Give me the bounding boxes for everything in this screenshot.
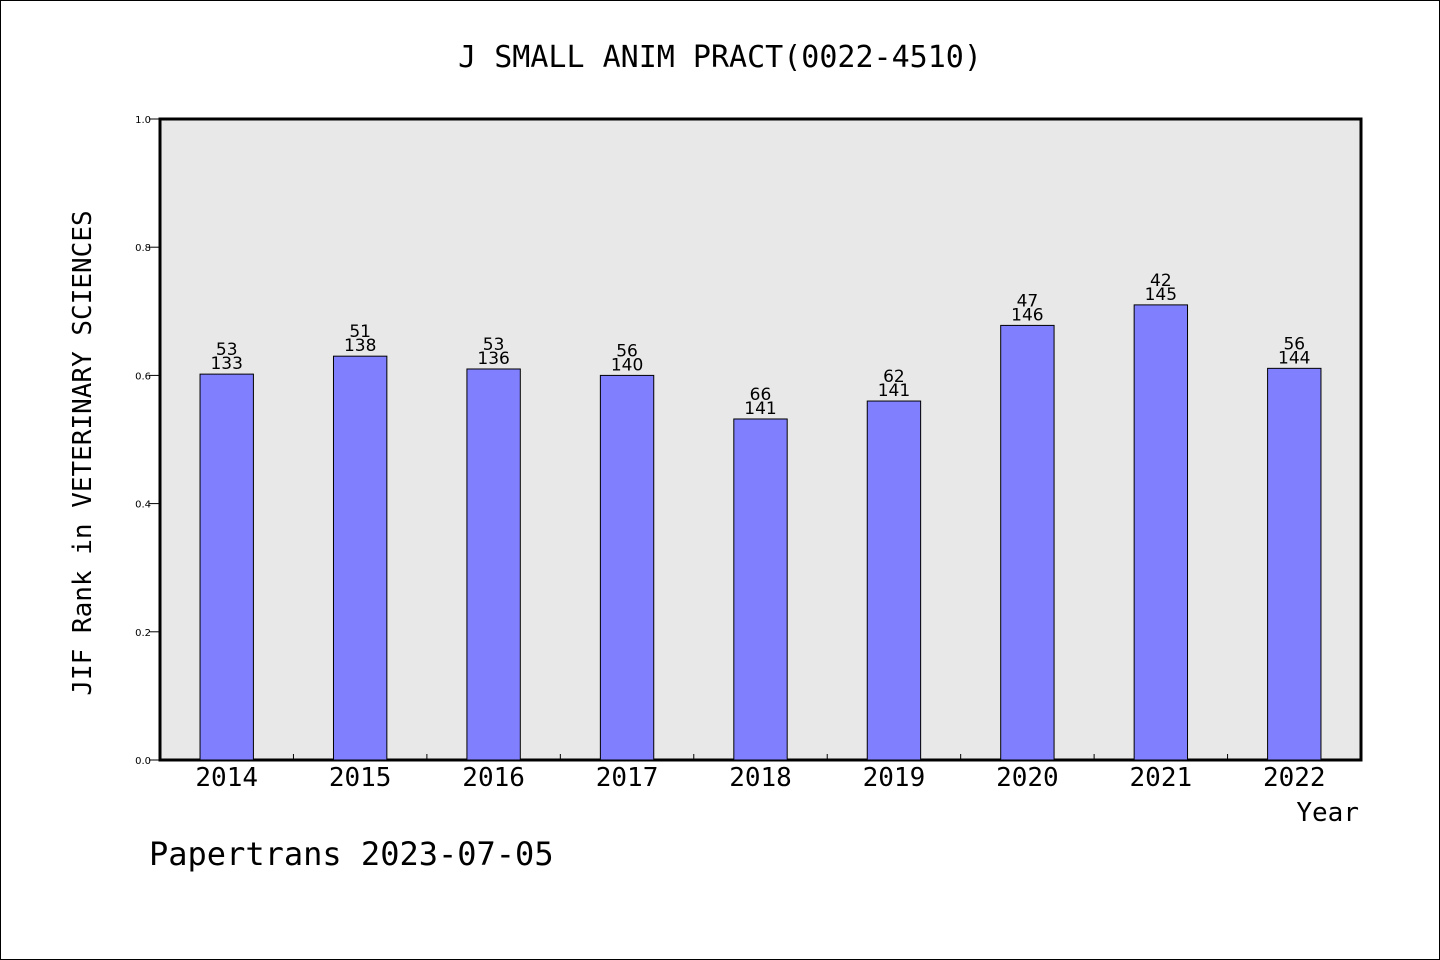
bar [332, 355, 388, 761]
y-axis-ticks: 0.0 0.2 0.4 0.6 0.8 1.0 [135, 115, 160, 767]
x-tick-label: 2018 [729, 763, 792, 793]
x-tick-label: 2017 [596, 763, 659, 793]
rank-label: 47 [1017, 291, 1039, 311]
rank-label: 56 [1283, 334, 1305, 354]
total-label: 133 [210, 354, 242, 374]
bar [866, 400, 922, 761]
x-axis-label: Year [1296, 798, 1359, 828]
bar [199, 373, 254, 761]
y-axis-label: JIF Rank in VETERINARY SCIENCES [68, 210, 98, 695]
x-tick-label: 2016 [462, 763, 525, 793]
rank-label: 53 [216, 340, 238, 360]
bar [1133, 304, 1189, 761]
x-axis-tick-labels: 2014 2015 2016 2017 2018 2019 2020 2021 2022 [195, 763, 1325, 793]
x-tick-label: 2014 [195, 763, 258, 793]
total-label: 141 [878, 381, 910, 401]
bar [599, 374, 655, 761]
total-label: 145 [1145, 285, 1177, 305]
x-tick-label: 2015 [329, 763, 392, 793]
x-tick-label: 2021 [1130, 763, 1193, 793]
x-tick-label: 2019 [863, 763, 926, 793]
y-tick-label: 0.0 [135, 756, 151, 767]
bar [1000, 324, 1055, 761]
y-tick-label: 1.0 [135, 115, 151, 126]
x-axis-ticks [292, 754, 1229, 760]
total-label: 141 [744, 399, 776, 419]
x-tick-label: 2022 [1263, 763, 1326, 793]
total-label: 140 [611, 355, 643, 375]
total-label: 146 [1011, 305, 1043, 325]
total-label: 144 [1278, 348, 1310, 368]
rank-label: 62 [883, 367, 905, 387]
y-tick-label: 0.4 [135, 500, 151, 511]
y-tick-label: 0.6 [135, 371, 151, 382]
y-tick-label: 0.8 [135, 243, 151, 254]
bar [1267, 367, 1322, 761]
x-tick-label: 2020 [996, 763, 1059, 793]
total-label: 138 [344, 336, 376, 356]
bar [466, 368, 521, 761]
footer-credit: Papertrans 2023-07-05 [149, 835, 554, 873]
bar [733, 418, 788, 761]
chart-title: J SMALL ANIM PRACT(0022-4510) [458, 40, 982, 75]
total-label: 136 [477, 349, 509, 369]
rank-label: 66 [750, 385, 772, 405]
rank-label: 56 [616, 341, 638, 361]
y-tick-label: 0.2 [135, 628, 151, 639]
rank-label: 53 [483, 335, 505, 355]
rank-label: 51 [349, 322, 371, 342]
rank-label: 42 [1150, 271, 1172, 291]
bar-series [199, 304, 1322, 761]
